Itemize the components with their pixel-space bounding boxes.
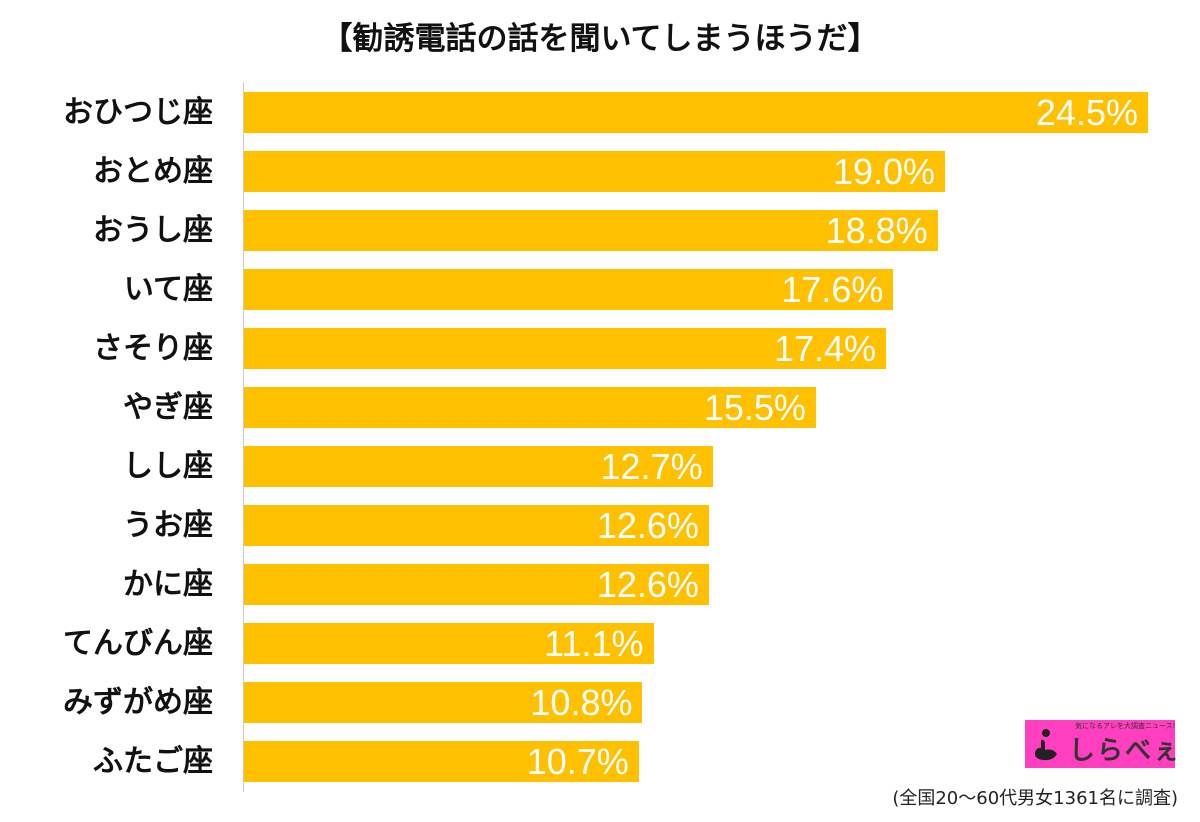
logo-mark-icon xyxy=(1034,729,1057,761)
category-label: かに座 xyxy=(123,567,213,602)
category-label: おうし座 xyxy=(93,213,213,248)
value-label: 12.7% xyxy=(600,446,703,487)
logo-tagline: 気になるアレを大調査ニュース! xyxy=(1075,722,1176,730)
category-label: おとめ座 xyxy=(93,154,213,189)
bar xyxy=(244,387,816,428)
bar xyxy=(244,741,639,782)
bar xyxy=(244,682,643,723)
survey-note: (全国20〜60代男女1361名に調査) xyxy=(892,788,1178,809)
category-label: おひつじ座 xyxy=(63,95,213,130)
bar xyxy=(244,92,1148,133)
category-label: みずがめ座 xyxy=(63,685,213,720)
bar xyxy=(244,564,709,605)
category-label: いて座 xyxy=(123,272,213,307)
category-label: てんびん座 xyxy=(63,626,213,661)
bar xyxy=(244,446,713,487)
value-label: 15.5% xyxy=(703,387,806,428)
bar xyxy=(244,623,654,664)
value-label: 10.8% xyxy=(530,682,633,723)
value-label: 12.6% xyxy=(596,505,699,546)
category-label: しし座 xyxy=(123,449,213,484)
shirabee-logo: 気になるアレを大調査ニュース! しらべぇ xyxy=(1025,720,1179,768)
value-label: 19.0% xyxy=(832,151,936,192)
bar xyxy=(244,505,709,546)
value-label: 12.6% xyxy=(596,564,699,605)
logo-brand: しらべぇ xyxy=(1069,736,1182,766)
bar xyxy=(244,151,946,192)
bar xyxy=(244,210,938,251)
chart-title: 【勧誘電話の話を聞いてしまうほうだ】 xyxy=(321,21,879,57)
value-label: 17.4% xyxy=(773,328,877,369)
category-label: うお座 xyxy=(123,508,213,543)
bar xyxy=(244,328,887,369)
value-label: 17.6% xyxy=(781,269,884,310)
category-label: さそり座 xyxy=(93,331,213,366)
bar xyxy=(244,269,894,310)
category-label: やぎ座 xyxy=(123,390,213,425)
value-label: 24.5% xyxy=(1035,92,1138,133)
value-label: 11.1% xyxy=(544,623,644,664)
value-label: 10.7% xyxy=(526,741,629,782)
value-label: 18.8% xyxy=(825,210,928,251)
y-axis-line xyxy=(243,82,244,792)
category-label: ふたご座 xyxy=(93,744,213,779)
